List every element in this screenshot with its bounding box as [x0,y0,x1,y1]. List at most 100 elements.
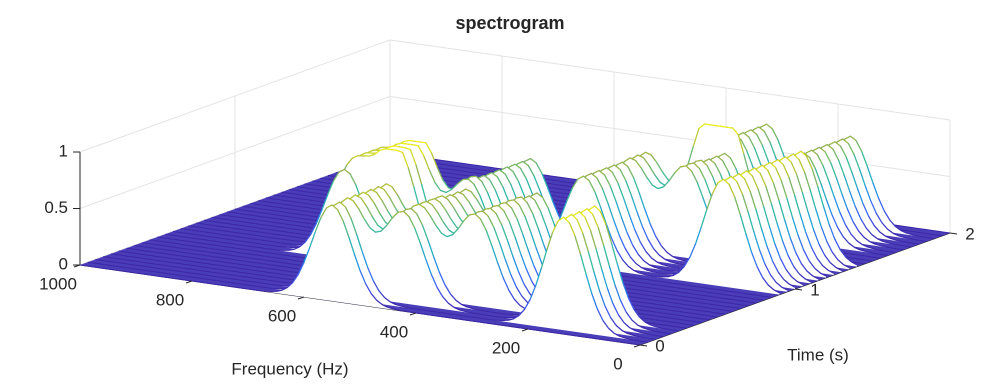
slice-segment [384,297,391,303]
slice-segment [320,207,327,219]
slice-segment [385,148,392,151]
slice-segment [862,203,870,217]
slice-segment [375,146,382,151]
slice-segment [672,255,679,260]
x-tick-label: 0 [613,354,622,373]
slice-segment [524,299,531,310]
slice-segment [717,178,724,184]
slice-segment [771,159,779,164]
slice-segment [808,260,816,269]
slice-segment [844,135,851,140]
slice-fill [80,204,640,345]
slice-segment [695,159,702,162]
slice-segment [361,251,369,268]
slice-segment [386,217,393,226]
slice-segment [641,267,648,271]
slice-segment [523,283,531,294]
slice-segment [446,234,453,238]
slice-segment [595,248,603,270]
slice-segment [410,208,418,215]
slice-segment [314,217,322,233]
slice-segment [749,191,757,210]
slice-segment [568,222,576,237]
slice-segment [685,165,693,172]
slice-segment [666,251,674,257]
tick-mark [949,232,958,235]
slice-segment [698,123,705,130]
slice-segment [461,303,468,308]
slice-segment [633,308,641,318]
slice-segment [409,149,417,165]
slice-segment [594,191,601,207]
slice-segment [465,188,472,193]
slice-segment [585,274,593,294]
slice-segment [414,140,421,143]
slice-segment [778,200,786,221]
slice-segment [487,216,495,228]
slice-segment [868,215,875,226]
slice-segment [845,256,852,263]
slice-segment [847,143,855,155]
slice-segment [751,175,759,189]
slice-segment [513,199,520,206]
slice-segment [502,186,510,202]
slice-segment [871,234,879,240]
slice-segment [430,274,438,288]
slice-segment [766,123,773,130]
slice-segment [496,176,504,188]
slice-segment [455,299,463,305]
slice-segment [622,197,630,215]
slice-segment [450,219,458,228]
y-tick-label: 1 [810,280,819,299]
slice-segment [664,258,671,263]
slice-segment [593,271,601,291]
slice-segment [638,192,646,209]
slice-segment [501,166,508,171]
slice-segment [610,317,617,326]
slice-segment [829,262,837,268]
slice-segment [790,161,798,175]
slice-segment [430,152,438,168]
slice-segment [632,177,640,193]
slice-segment [841,193,849,210]
slice-segment [474,213,482,220]
slice-segment [877,197,885,211]
slice-segment [772,182,780,201]
slice-segment [621,329,628,335]
slice-segment [649,223,657,237]
slice-segment [835,266,842,271]
slice-segment [775,167,782,181]
slice-segment [297,262,305,275]
slice-segment [350,218,358,235]
slice-segment [606,287,614,304]
slice-segment [653,248,660,256]
slice-segment [772,260,779,273]
slice-segment [618,234,626,249]
slice-segment [649,264,656,269]
slice-segment [683,256,691,267]
slice-segment [869,241,876,245]
slice-segment [417,145,425,156]
slice-segment [724,152,731,159]
slice-segment [865,227,873,236]
slice-segment [803,152,810,158]
slice-segment [512,256,520,272]
slice-segment [668,172,676,181]
slice-segment [509,163,516,168]
slice-segment [781,240,789,256]
slice-segment [522,160,529,167]
tick-mark [297,296,305,300]
chart-title: spectrogram [455,13,564,33]
slice-segment [788,177,796,196]
slice-segment [441,195,449,200]
slice-segment [769,274,777,283]
slice-segment [781,286,788,291]
slice-segment [504,258,512,275]
slice-segment [743,153,750,175]
slice-segment [449,293,457,301]
slice-segment [349,194,356,200]
slice-segment [546,186,554,203]
slice-segment [747,211,755,232]
slice-segment [514,236,522,254]
x-tick-label: 400 [380,322,408,341]
